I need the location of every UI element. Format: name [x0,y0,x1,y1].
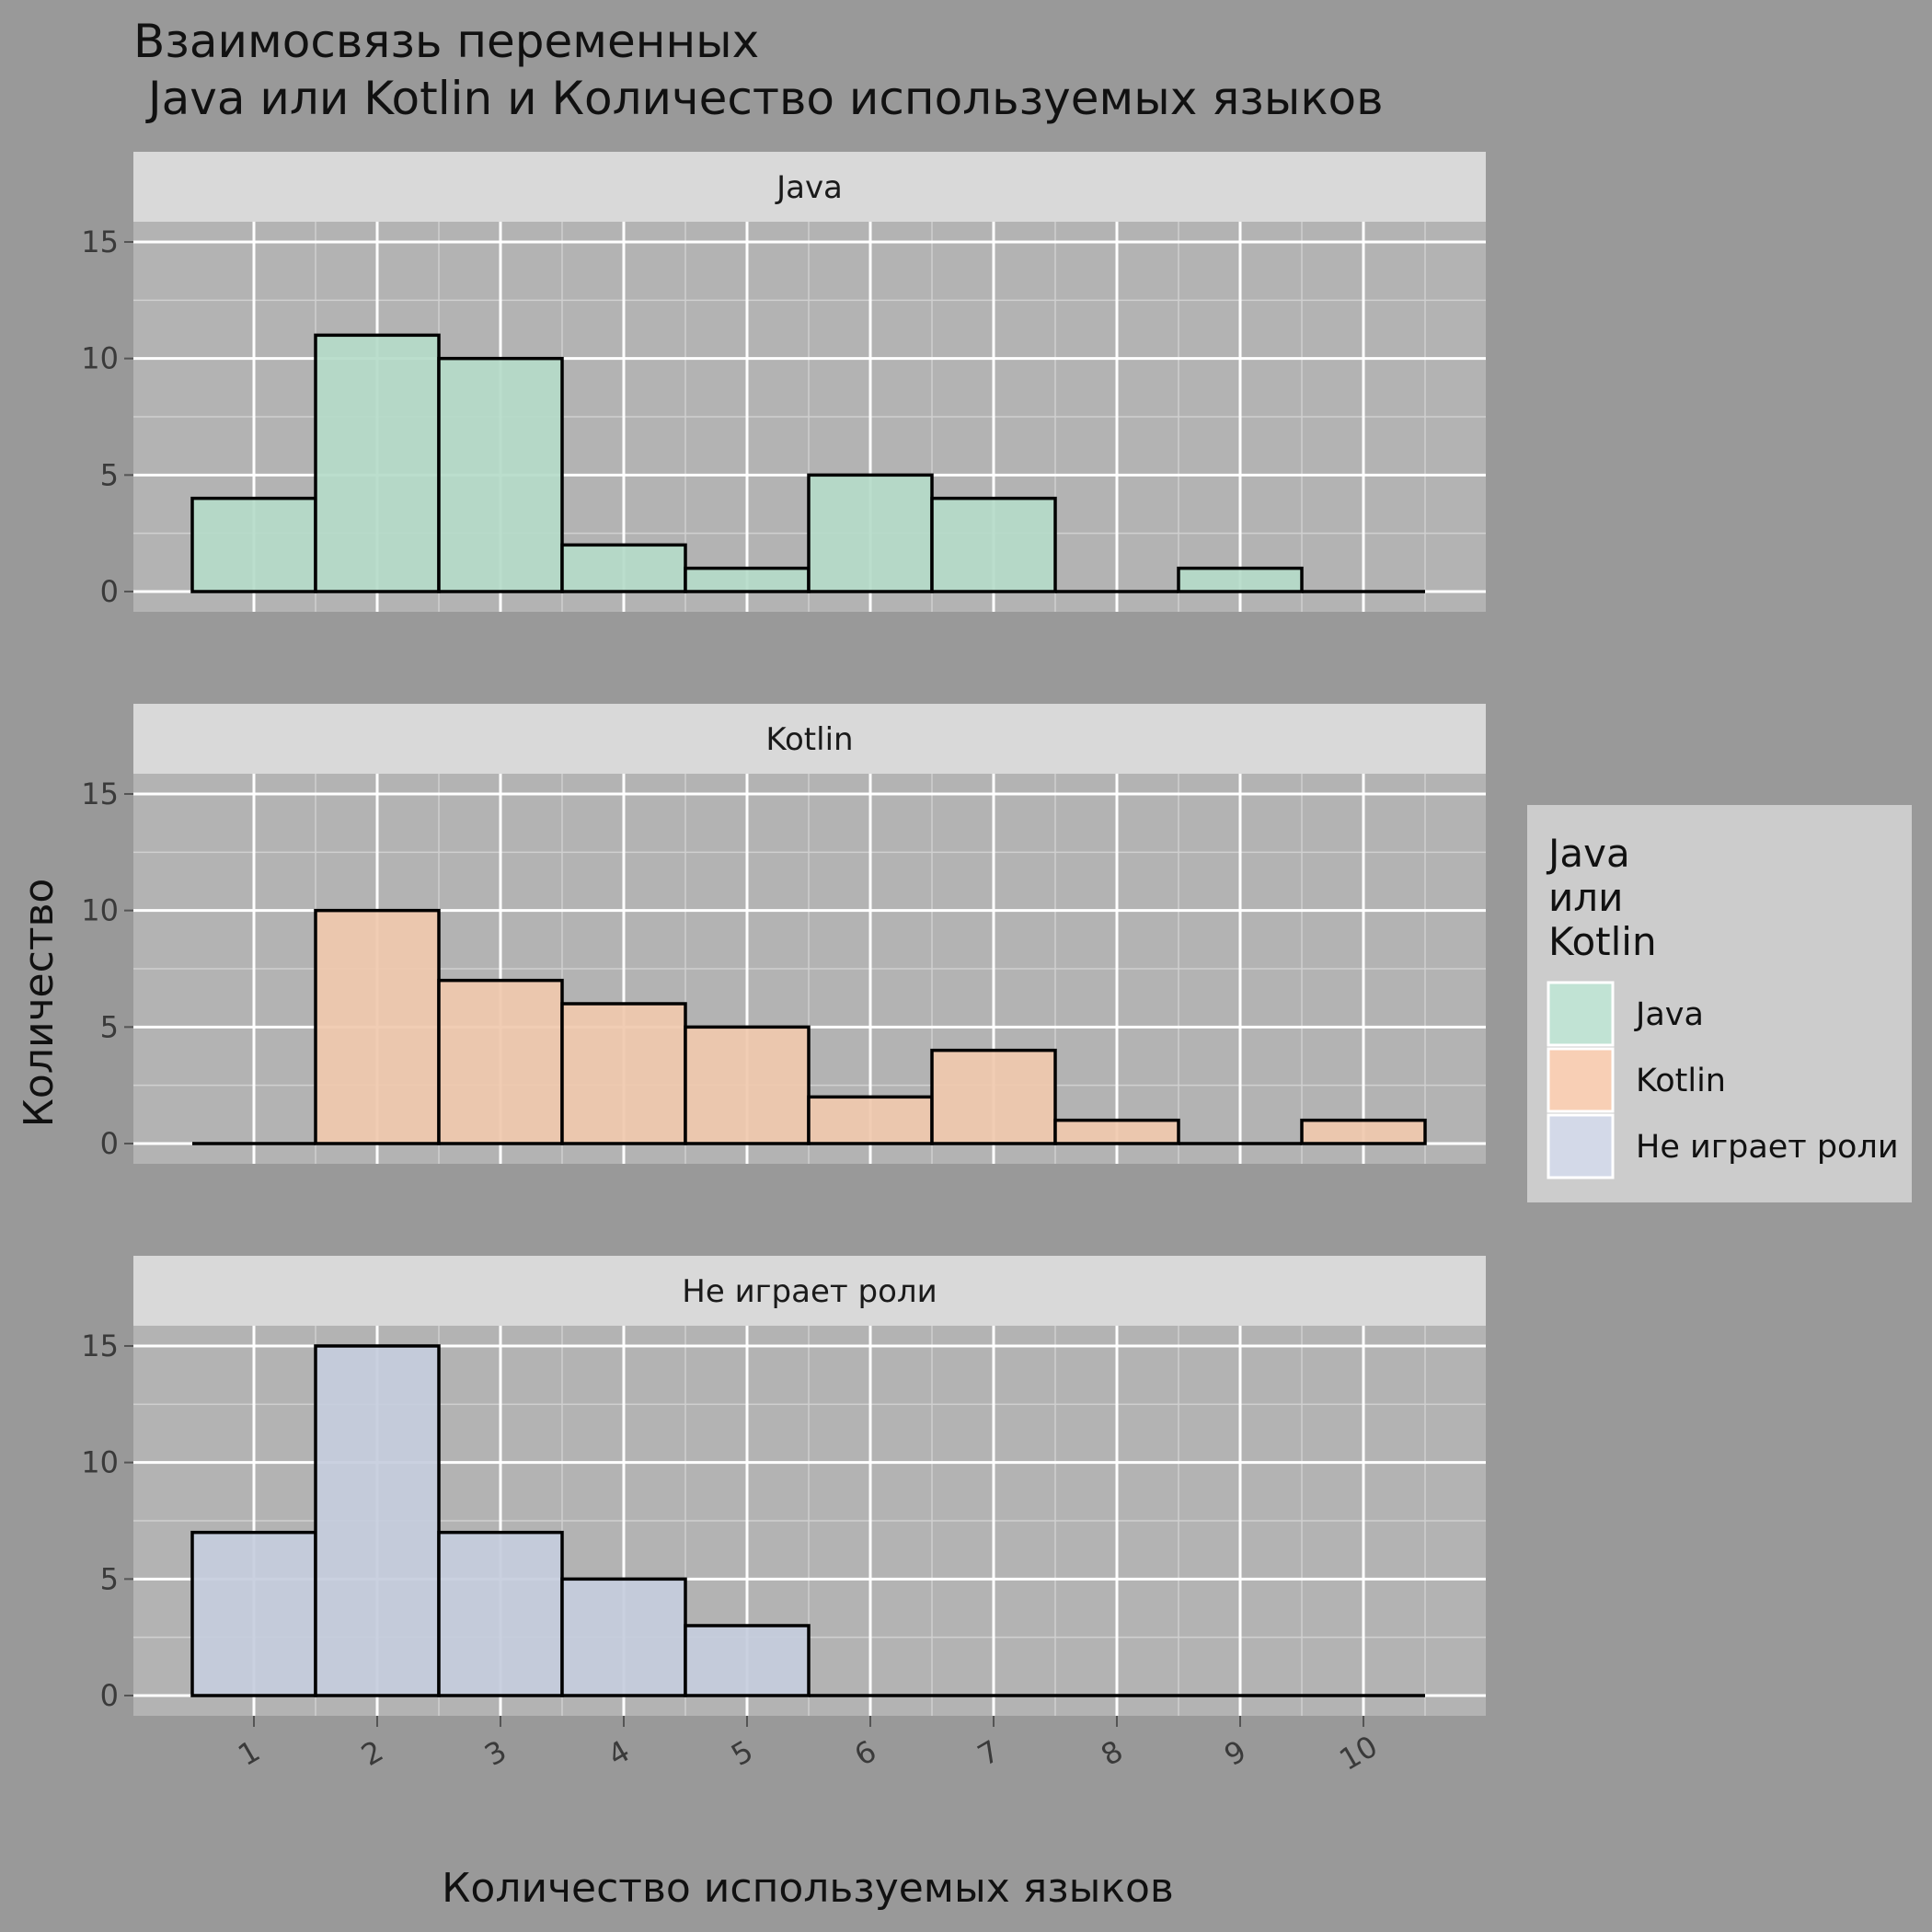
y-tick-label: 10 [81,1445,119,1480]
histogram-bar [932,499,1055,592]
legend-key [1548,1115,1613,1178]
legend-key [1548,1049,1613,1111]
y-tick-label: 15 [81,776,119,811]
x-tick-label: 6 [848,1733,882,1773]
facet-strip-label: Не играет роли [682,1273,937,1310]
histogram-bar [562,545,685,592]
histogram-bar [439,1533,562,1696]
legend-title-line-3: Kotlin [1548,919,1657,964]
x-axis-title: Количество используемых языков [442,1865,1174,1912]
histogram-bar [685,1027,809,1144]
y-tick-label: 15 [81,224,119,259]
histogram-bar [192,1533,316,1696]
x-tick-label: 2 [355,1733,389,1773]
legend-item-label: Kotlin [1636,1063,1726,1099]
facet-strip-label: Kotlin [765,721,853,758]
legend-item-label: Не играет роли [1636,1129,1899,1166]
y-tick-label: 5 [100,1561,119,1596]
y-tick-label: 5 [100,1009,119,1044]
facet-panel-3: Не играет роли 0 5 10 15 [81,1256,1486,1716]
histogram-bar [932,1051,1055,1144]
x-tick-label: 4 [602,1733,636,1773]
histogram-bar [562,1579,685,1696]
y-tick-label: 0 [100,1126,119,1161]
histogram-bar [1055,1121,1179,1144]
y-tick-label: 15 [81,1328,119,1363]
histogram-bar [685,1626,809,1696]
y-axis-title: Количество [16,879,63,1128]
y-tick-label: 10 [81,341,119,376]
facet-strip-label: Java [775,169,843,206]
legend-title-line-1: Java [1546,831,1630,876]
histogram-bar [809,475,932,592]
histogram-bar [562,1004,685,1144]
x-tick-label: 7 [972,1733,1006,1773]
legend-title-line-2: или [1548,875,1623,920]
y-tick-label: 10 [81,893,119,928]
histogram-bar [439,359,562,592]
histogram-bar [439,981,562,1144]
chart-title-line-1: Взаимосвязь переменных [133,15,759,68]
facet-panel-2: Kotlin 0 5 10 15 [81,704,1486,1164]
legend-item-label: Java [1634,996,1704,1033]
histogram-bar [316,335,439,592]
y-tick-label: 0 [100,1678,119,1713]
legend: Java или Kotlin Java Kotlin Не играет роли [1527,805,1912,1202]
histogram-bar [1179,569,1302,592]
chart-title-line-2: Java или Kotlin и Количество используемы… [133,72,1384,125]
x-tick-label: 3 [478,1733,512,1773]
x-axis: 1 2 3 4 5 6 7 8 9 10 [232,1716,1383,1777]
x-tick-label: 5 [725,1733,759,1773]
histogram-bar [685,569,809,592]
y-tick-label: 0 [100,574,119,609]
histogram-bar [192,499,316,592]
histogram-bar [316,1346,439,1696]
x-tick-label: 1 [232,1733,266,1773]
histogram-bar [1302,1121,1425,1144]
facet-panel-1: Java 0 5 10 15 [81,152,1486,612]
x-tick-label: 8 [1095,1733,1129,1773]
x-tick-label: 10 [1333,1729,1383,1777]
histogram-bar [316,911,439,1144]
y-tick-label: 5 [100,457,119,492]
x-tick-label: 9 [1218,1733,1252,1773]
legend-key [1548,983,1613,1045]
facet-panels: Java 0 5 10 15 Kotlin 0 5 10 15 Не играет роли 0 5 10… [81,152,1486,1716]
histogram-bar [809,1097,932,1144]
